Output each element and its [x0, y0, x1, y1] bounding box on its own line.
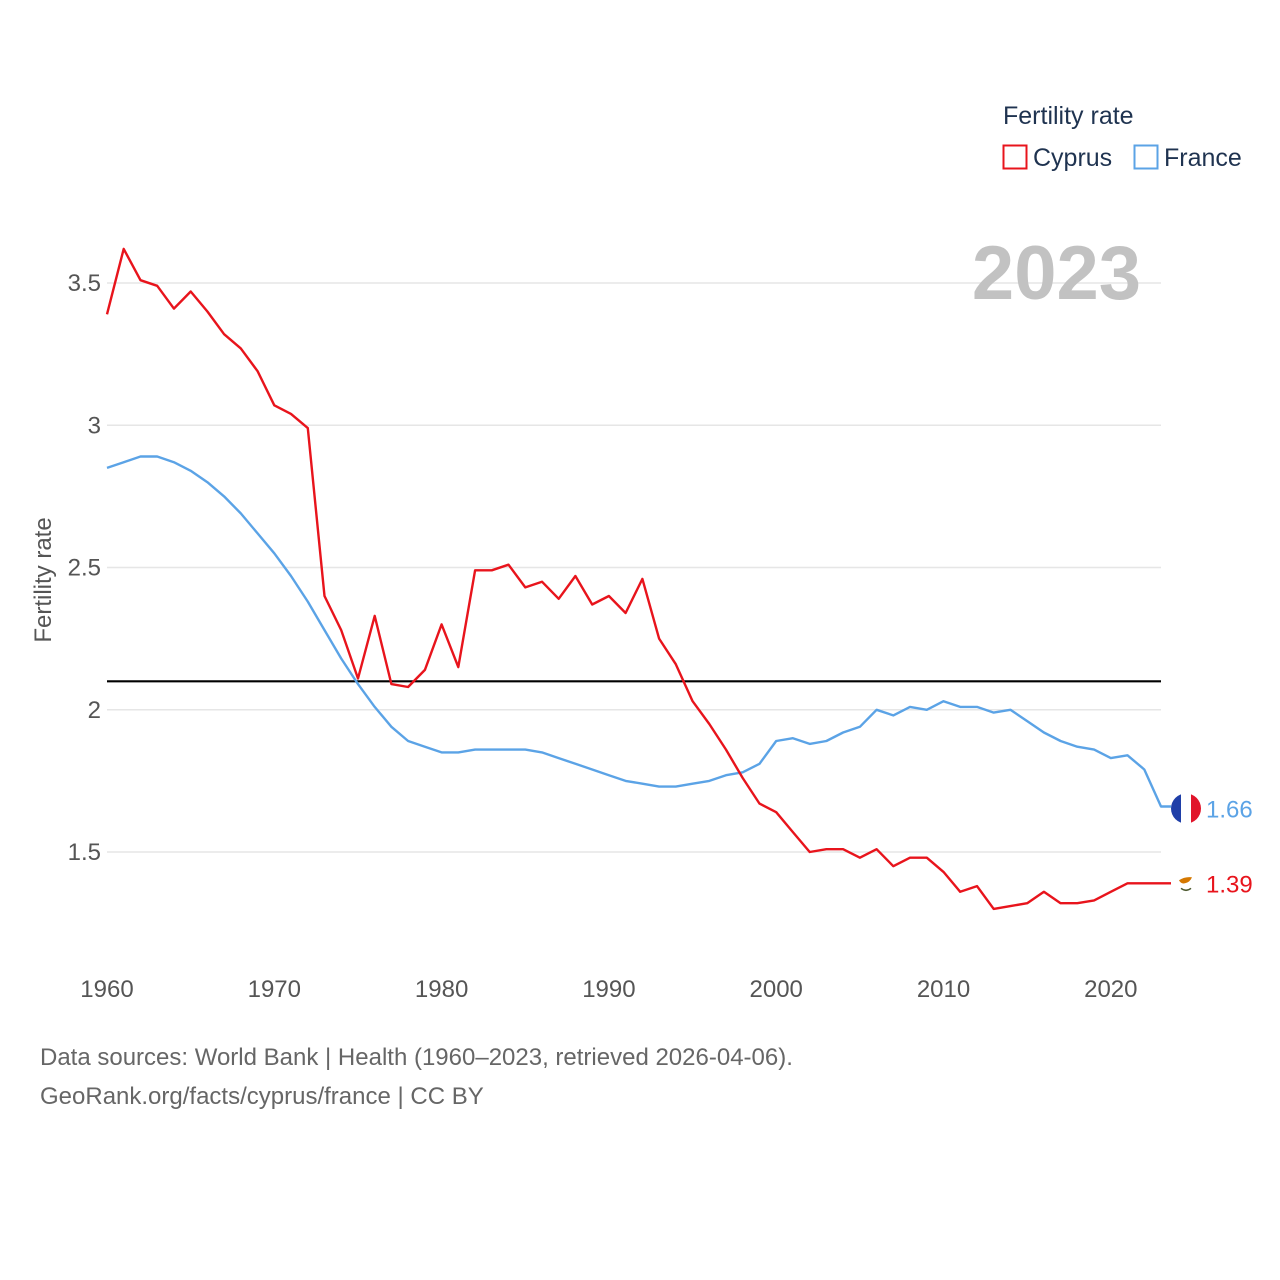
y-tick-label: 2.5 [68, 555, 101, 582]
x-tick-label: 1980 [415, 976, 468, 1003]
x-tick-label: 2000 [750, 976, 803, 1003]
cyprus-flag-icon [1171, 868, 1201, 899]
y-axis-ticks: 1.5 2 2.5 3 3.5 [68, 270, 101, 866]
france-flag-icon [1171, 793, 1201, 824]
legend-swatch-france [1133, 144, 1159, 170]
legend-item-france[interactable]: France [1133, 144, 1242, 172]
year-label: 2023 [972, 231, 1141, 316]
y-tick-label: 3.5 [68, 270, 101, 297]
legend: Fertility rate Cyprus France [1002, 102, 1242, 172]
x-tick-label: 1990 [582, 976, 635, 1003]
data-sources-note: Data sources: World Bank | Health (1960–… [40, 1044, 793, 1071]
x-tick-label: 2020 [1084, 976, 1137, 1003]
france-end-value: 1.66 [1206, 796, 1253, 823]
y-axis-label: Fertility rate [30, 517, 57, 642]
series-line-france [106, 455, 1171, 808]
legend-title: Fertility rate [1003, 102, 1134, 130]
y-tick-label: 1.5 [68, 839, 101, 866]
end-markers: 1.66 1.39 [1171, 793, 1253, 899]
cyprus-end-value: 1.39 [1206, 871, 1253, 898]
credit-link[interactable]: GeoRank.org/facts/cyprus/france | CC BY [40, 1083, 484, 1110]
legend-label-cyprus: Cyprus [1033, 144, 1112, 172]
x-tick-label: 1960 [80, 976, 133, 1003]
series-line-cyprus [105, 247, 1171, 911]
x-tick-label: 1970 [248, 976, 301, 1003]
x-axis-ticks: 1960 1970 1980 1990 2000 2010 2020 [80, 976, 1137, 1003]
series-lines [105, 247, 1171, 911]
legend-item-cyprus[interactable]: Cyprus [1002, 144, 1113, 172]
y-tick-label: 3 [88, 412, 101, 439]
legend-label-france: France [1164, 144, 1242, 172]
y-tick-label: 2 [88, 697, 101, 724]
legend-swatch-cyprus [1002, 144, 1028, 170]
x-tick-label: 2010 [917, 976, 970, 1003]
gridlines [107, 282, 1161, 853]
